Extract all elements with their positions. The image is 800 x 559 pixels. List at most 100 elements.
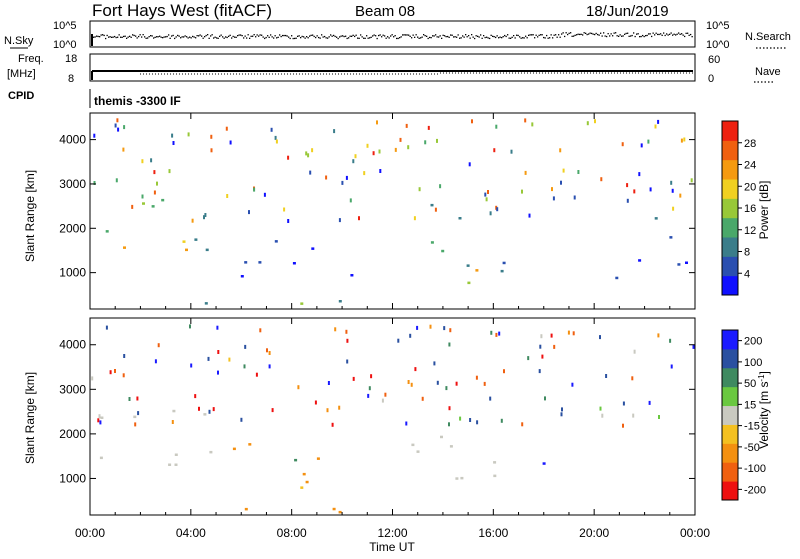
power-echo-cell xyxy=(677,263,681,266)
power-echo-cell xyxy=(123,125,126,130)
nsky-point xyxy=(346,37,348,40)
nsky-point xyxy=(378,34,380,37)
freq-frame xyxy=(89,53,696,82)
nsky-point xyxy=(139,34,141,36)
nsky-point xyxy=(484,36,486,39)
velocity-echo-cell xyxy=(240,417,243,422)
nsky-point xyxy=(607,33,609,35)
nsky-point xyxy=(246,37,248,39)
power-echo-cell xyxy=(430,203,434,207)
velocity-echo-cell xyxy=(410,382,413,387)
nsky-point xyxy=(660,33,662,35)
velocity-echo-cell xyxy=(174,453,178,456)
nsky-point xyxy=(205,34,207,37)
velocity-echo-cell xyxy=(109,370,112,375)
velocity-echo-cell xyxy=(99,420,102,425)
nsky-point xyxy=(589,32,591,34)
nsky-point xyxy=(486,36,488,38)
nsky-point xyxy=(234,36,236,38)
nsky-point xyxy=(402,34,404,36)
power-echo-cell xyxy=(363,171,366,176)
nsky-point xyxy=(115,36,117,39)
x-tick-label: 08:00 xyxy=(277,526,307,540)
velocity-echo-cell xyxy=(326,408,329,413)
nsky-point xyxy=(108,36,110,38)
nsky-point xyxy=(663,32,665,34)
velocity-colorbar-tick-label: -100 xyxy=(744,463,766,475)
power-echo-cell xyxy=(378,149,381,154)
power-echo-cell xyxy=(194,238,198,241)
power-echo-cell xyxy=(283,207,286,212)
nsky-point xyxy=(456,36,458,38)
nsky-point xyxy=(258,35,260,37)
power-echo-cell xyxy=(287,155,290,160)
nsky-point xyxy=(595,32,597,35)
nsky-point xyxy=(312,34,314,36)
power-echo-cell xyxy=(626,198,629,203)
nsky-point xyxy=(483,35,485,37)
nsky-point xyxy=(220,34,222,36)
velocity-panel: 1000 2000 3000 4000 Slant Range [km] 200 100… xyxy=(23,317,771,516)
velocity-echo-cell xyxy=(123,354,126,358)
velocity-echo-cell xyxy=(538,369,541,374)
nsky-point xyxy=(450,34,452,36)
velocity-colorbar-tick-label: -15 xyxy=(744,421,760,433)
power-echo-cell xyxy=(333,129,336,134)
velocity-echo-cell xyxy=(114,369,116,373)
velocity-echo-cell xyxy=(248,443,252,446)
power-echo-cell xyxy=(638,172,641,177)
nsky-point xyxy=(282,34,284,37)
nsky-point xyxy=(270,34,272,36)
nsky-point xyxy=(667,34,669,36)
power-echo-cell xyxy=(466,264,470,267)
nsky-point xyxy=(544,37,546,39)
nsky-point xyxy=(364,37,366,39)
nsky-point xyxy=(654,34,656,36)
velocity-echo-cell xyxy=(255,372,258,377)
nsky-point xyxy=(547,37,549,39)
velocity-echo-cell xyxy=(212,407,215,412)
nsky-point xyxy=(643,35,645,38)
velocity-echo-cell xyxy=(405,421,408,426)
nsky-point xyxy=(324,35,326,38)
velocity-echo-marks xyxy=(91,324,695,514)
nsky-point xyxy=(592,33,594,35)
power-echo-cell xyxy=(679,193,682,198)
nsky-point xyxy=(355,34,357,36)
nsky-point xyxy=(489,37,491,40)
velocity-echo-cell xyxy=(99,456,103,460)
nsky-point xyxy=(568,32,570,34)
power-echo-cell xyxy=(407,145,410,150)
nsky-point xyxy=(498,37,500,39)
nsky-point xyxy=(565,32,567,34)
nsky-panel: N.Sky 10^5 10^0 10^5 10^0 N.Search xyxy=(4,20,791,51)
velocity-echo-cell xyxy=(190,363,193,368)
nsky-point xyxy=(405,34,407,36)
power-echo-cell xyxy=(117,127,120,132)
velocity-echo-cell xyxy=(521,422,524,427)
nsky-point xyxy=(543,36,545,39)
nave-tick-high: 60 xyxy=(708,54,720,66)
velocity-echo-cell xyxy=(445,386,448,391)
velocity-echo-cell xyxy=(208,409,211,414)
nsky-point xyxy=(523,37,525,39)
nsky-point xyxy=(628,35,630,37)
nsky-point xyxy=(400,36,402,38)
velocity-echo-cell xyxy=(421,396,424,401)
x-tick-label: 20:00 xyxy=(579,526,609,540)
nsky-point xyxy=(646,34,648,37)
nsky-point xyxy=(684,35,686,38)
nsky-point xyxy=(391,34,393,36)
nsky-point xyxy=(204,36,206,38)
power-echo-cell xyxy=(600,177,603,182)
nsky-point xyxy=(609,35,611,37)
nsky-point xyxy=(240,34,242,36)
nsky-point xyxy=(501,37,503,39)
nsky-point xyxy=(526,37,528,39)
nsky-point xyxy=(622,35,624,37)
nsky-point xyxy=(321,34,323,36)
velocity-colorbar-swatch xyxy=(722,386,738,407)
velocity-echo-cell xyxy=(599,406,602,411)
velocity-colorbar-swatch xyxy=(722,367,738,388)
velocity-echo-cell xyxy=(541,354,544,359)
